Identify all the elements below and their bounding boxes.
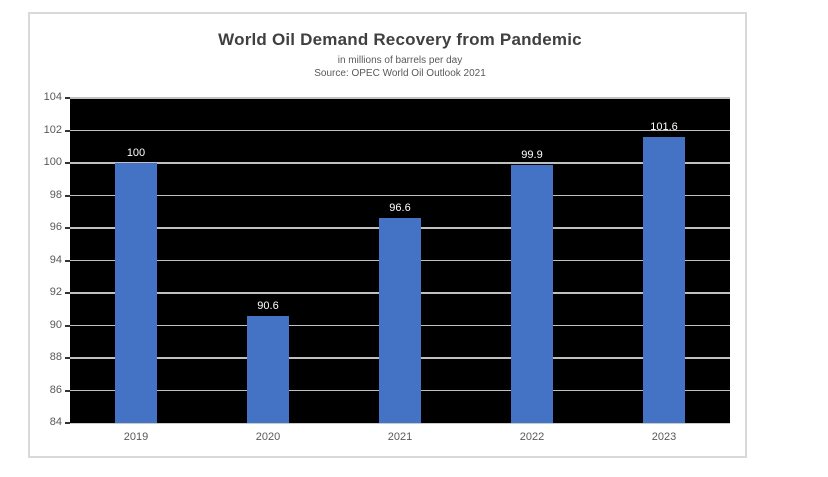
y-axis-label-96: 96 bbox=[49, 221, 62, 233]
y-axis-label-86: 86 bbox=[49, 383, 62, 396]
y-axis-label-84: 84 bbox=[49, 416, 62, 428]
y-axis-label-100: 100 bbox=[43, 156, 62, 168]
bar-2022 bbox=[511, 164, 553, 423]
y-axis-tick bbox=[65, 389, 70, 392]
bar-2021 bbox=[379, 218, 421, 423]
y-axis-tick bbox=[65, 292, 70, 294]
y-axis-tick bbox=[65, 97, 70, 99]
y-axis-label-94: 94 bbox=[49, 253, 62, 266]
x-axis-label-2021: 2021 bbox=[387, 431, 413, 443]
y-axis-tick bbox=[65, 422, 70, 424]
gridline-y-100 bbox=[70, 162, 730, 164]
gridline-y-102 bbox=[70, 129, 730, 132]
gridline-y-104 bbox=[70, 97, 730, 99]
plot-area: 84 86 88 90 92 94 96 98 100 102 104 100 2019 90.6 2020… bbox=[44, 91, 730, 443]
y-axis-label-98: 98 bbox=[49, 188, 62, 201]
x-axis-label-2023: 2023 bbox=[651, 431, 677, 443]
y-axis-label-92: 92 bbox=[49, 286, 62, 298]
chart-container: World Oil Demand Recovery from Pandemic … bbox=[28, 12, 747, 458]
gridline-y-98 bbox=[70, 194, 730, 197]
bar-2019 bbox=[115, 163, 157, 423]
x-axis-label-2019: 2019 bbox=[123, 431, 149, 443]
bar-2023 bbox=[643, 137, 685, 423]
data-label-2020: 90.6 bbox=[257, 299, 279, 312]
bar-2020 bbox=[247, 315, 289, 423]
x-axis-label-2022: 2022 bbox=[519, 431, 545, 443]
y-axis-label-88: 88 bbox=[49, 351, 62, 363]
y-axis-tick bbox=[65, 357, 70, 359]
data-label-2022: 99.9 bbox=[521, 148, 543, 161]
y-axis-tick bbox=[65, 324, 70, 327]
y-axis-label-102: 102 bbox=[43, 123, 62, 136]
y-axis-label-104: 104 bbox=[43, 91, 62, 103]
y-axis-tick bbox=[65, 194, 70, 197]
chart-title-block: World Oil Demand Recovery from Pandemic … bbox=[70, 30, 730, 80]
y-axis-tick bbox=[65, 162, 70, 164]
data-label-2019: 100 bbox=[126, 147, 146, 159]
data-label-2023: 101.6 bbox=[650, 121, 678, 133]
data-label-2021: 96.6 bbox=[389, 202, 411, 215]
chart-source: Source: OPEC World Oil Outlook 2021 bbox=[314, 68, 486, 79]
y-axis-tick bbox=[65, 129, 70, 132]
y-axis-tick bbox=[65, 259, 70, 262]
y-axis-label-90: 90 bbox=[49, 318, 62, 331]
chart-subtitle: in millions of barrels per day bbox=[337, 55, 463, 66]
x-axis-label-2020: 2020 bbox=[255, 431, 281, 443]
chart-title: World Oil Demand Recovery from Pandemic bbox=[218, 30, 582, 49]
y-axis-tick bbox=[65, 227, 70, 229]
